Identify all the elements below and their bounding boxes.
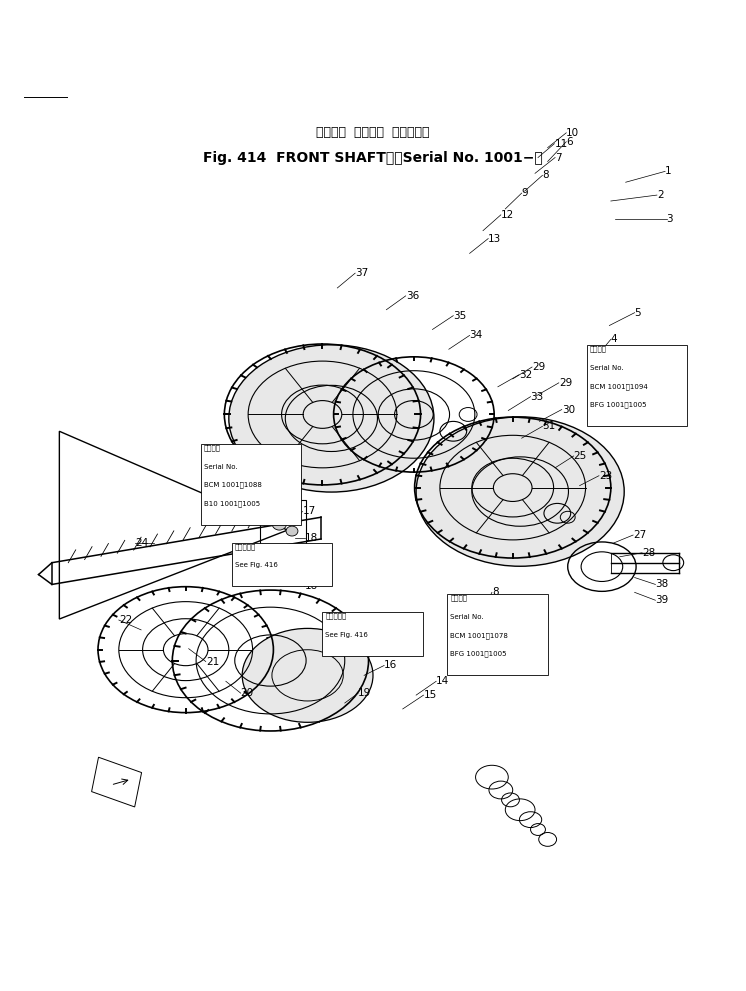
Text: 5: 5 [635, 307, 642, 318]
Text: See Fig. 416: See Fig. 416 [235, 563, 278, 569]
Text: 29: 29 [532, 362, 545, 372]
Text: 11: 11 [554, 139, 568, 149]
Text: 37: 37 [355, 269, 369, 278]
Text: 適用号機: 適用号機 [204, 444, 221, 451]
Text: 18: 18 [304, 582, 318, 592]
Text: 10: 10 [566, 128, 580, 138]
Text: BCM 1001〜1088: BCM 1001〜1088 [204, 482, 261, 489]
Text: 24: 24 [135, 538, 148, 548]
Text: 34: 34 [470, 330, 483, 340]
Text: 参照図番号: 参照図番号 [235, 543, 256, 550]
Bar [448, 595, 548, 675]
Text: 39: 39 [656, 596, 668, 606]
Text: Serial No.: Serial No. [590, 365, 624, 371]
Text: 30: 30 [562, 404, 575, 414]
Bar [260, 500, 306, 552]
Bar [322, 612, 423, 656]
Text: Serial No.: Serial No. [451, 613, 484, 619]
Text: 9: 9 [521, 188, 528, 198]
Ellipse shape [229, 345, 434, 493]
Text: 28: 28 [642, 548, 655, 558]
Text: 3: 3 [667, 214, 673, 224]
Text: 12: 12 [501, 210, 514, 220]
Ellipse shape [272, 516, 286, 530]
Text: 適用号機: 適用号機 [451, 595, 467, 602]
Text: 21: 21 [206, 656, 219, 667]
Text: 15: 15 [424, 690, 437, 700]
Text: 36: 36 [406, 291, 419, 301]
Bar [232, 543, 332, 587]
Text: Serial No.: Serial No. [204, 464, 237, 470]
Text: 8: 8 [492, 588, 498, 598]
Bar [201, 444, 301, 525]
Text: 27: 27 [633, 530, 646, 540]
Text: 適用号機: 適用号機 [590, 346, 607, 352]
Text: BFG 1001〜1005: BFG 1001〜1005 [451, 651, 507, 657]
Text: 23: 23 [599, 471, 612, 481]
Text: 8: 8 [542, 170, 549, 180]
Text: 7: 7 [492, 607, 498, 617]
Text: BFG 1001〜1005: BFG 1001〜1005 [590, 401, 647, 408]
Text: 16: 16 [384, 660, 398, 671]
Text: 32: 32 [518, 370, 532, 380]
Bar [587, 345, 687, 426]
Text: See Fig. 416: See Fig. 416 [325, 631, 369, 637]
Text: 38: 38 [656, 580, 668, 590]
Text: 2: 2 [657, 190, 663, 200]
Text: 17: 17 [302, 506, 316, 516]
Text: 18: 18 [304, 533, 318, 543]
Text: 14: 14 [436, 676, 449, 687]
Text: Fig. 414  FRONT SHAFT・（Serial No. 1001−）: Fig. 414 FRONT SHAFT・（Serial No. 1001−） [203, 151, 543, 165]
Text: 29: 29 [559, 378, 572, 387]
Ellipse shape [286, 526, 298, 536]
Text: BCM 1001〜1094: BCM 1001〜1094 [590, 383, 648, 389]
Text: BCM 1001〜1078: BCM 1001〜1078 [451, 632, 508, 638]
Text: 19: 19 [358, 688, 372, 698]
Text: フロント  シャフト  （適用号機: フロント シャフト （適用号機 [316, 126, 430, 140]
Text: 5: 5 [626, 382, 633, 391]
Text: B10 1001〜1005: B10 1001〜1005 [204, 500, 260, 507]
Text: 13: 13 [488, 234, 501, 244]
Text: 20: 20 [241, 688, 254, 698]
Bar [464, 614, 501, 662]
Text: 4: 4 [611, 334, 618, 344]
Text: 25: 25 [574, 451, 587, 461]
Text: 33: 33 [530, 391, 544, 401]
Text: 6: 6 [566, 137, 573, 147]
Text: 1: 1 [665, 166, 671, 176]
Text: 22: 22 [119, 615, 132, 625]
Ellipse shape [242, 628, 373, 722]
Ellipse shape [416, 417, 624, 566]
Ellipse shape [603, 371, 622, 388]
Text: 参照図番号: 参照図番号 [325, 612, 347, 618]
Text: 7: 7 [555, 153, 562, 163]
Bar [592, 355, 637, 406]
Text: 31: 31 [542, 421, 556, 431]
Text: 35: 35 [454, 310, 466, 321]
